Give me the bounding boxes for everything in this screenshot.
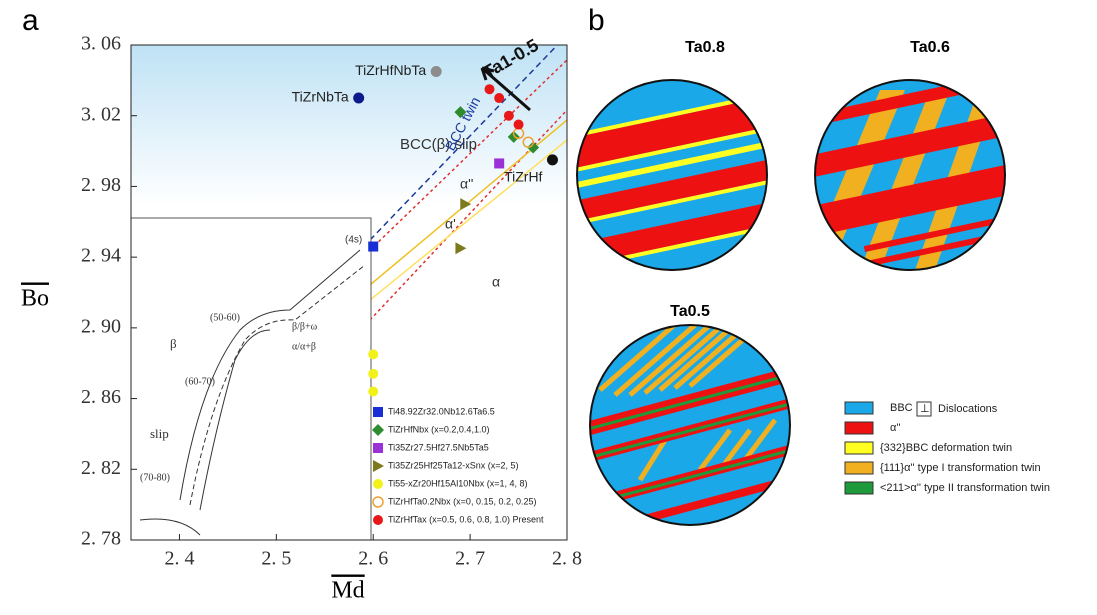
x-tick-label: 2. 4 — [164, 548, 194, 570]
y-tick-label: 2. 82 — [81, 457, 121, 479]
panel-label: a — [22, 4, 39, 37]
x-axis-label: Md — [331, 578, 364, 604]
y-tick-label: 2. 78 — [81, 528, 121, 550]
marker — [373, 497, 383, 507]
marker — [514, 120, 524, 130]
x-tick-label: 2. 7 — [455, 548, 485, 570]
marker — [373, 515, 383, 525]
annotation: (4s) — [345, 235, 362, 246]
y-tick-label: 3. 06 — [81, 33, 121, 55]
point — [431, 66, 442, 77]
legend-swatch — [845, 442, 873, 454]
schematic-title: Ta0.5 — [670, 303, 710, 320]
annotation: α — [492, 274, 500, 290]
x-tick-label: 2. 6 — [358, 548, 388, 570]
legend-label: {332}BBC deformation twin — [880, 442, 1012, 454]
legend-label: TiZrHfTax (x=0.5, 0.6, 0.8, 1.0) Present — [388, 514, 544, 524]
marker — [372, 424, 384, 436]
x-tick-label: 2. 5 — [261, 548, 291, 570]
schematic-ta08 — [550, 70, 813, 280]
point-label: TiZrHfNbTa — [355, 62, 426, 78]
legend-label: TiZrHfNbx (x=0.2,0.4,1.0) — [388, 424, 489, 434]
x-tick-label: 2. 8 — [552, 548, 582, 570]
marker — [373, 479, 383, 489]
marker — [368, 387, 378, 397]
legend-swatch — [845, 422, 873, 434]
schematic-ta06 — [786, 68, 1064, 280]
schematic-title: Ta0.8 — [685, 39, 725, 56]
marker — [494, 158, 504, 168]
legend-swatch — [845, 482, 873, 494]
inset-label: β/β+ω — [292, 321, 318, 332]
y-tick-label: 3. 02 — [81, 103, 121, 125]
point — [353, 93, 364, 104]
legend-symbol: ⊥ — [920, 403, 930, 415]
schematic-title: Ta0.6 — [910, 39, 950, 56]
point-label: TiZrNbTa — [292, 89, 349, 105]
marker — [373, 407, 383, 417]
inset-label: (70-80) — [140, 472, 170, 483]
legend-label: Ti55-xZr20Hf15Al10Nbx (x=1, 4, 8) — [388, 478, 527, 488]
panel-label: b — [588, 4, 605, 37]
marker — [368, 369, 378, 379]
point-label: TiZrHf — [504, 169, 542, 185]
legend-label: Ti35Zr25Hf25Ta12-xSnx (x=2, 5) — [388, 460, 518, 470]
legend-label: TiZrHfTa0.2Nbx (x=0, 0.15, 0.2, 0.25) — [388, 496, 536, 506]
annotation: BCC(β) slip — [400, 136, 477, 153]
marker — [368, 242, 378, 252]
marker — [494, 93, 504, 103]
legend-swatch — [845, 462, 873, 474]
legend-label: Ti35Zr27.5Hf27.5Nb5Ta5 — [388, 442, 489, 452]
inset — [131, 218, 371, 540]
y-tick-label: 2. 94 — [81, 245, 121, 267]
schematic-ta05 — [566, 316, 827, 536]
marker — [455, 242, 466, 254]
marker — [373, 443, 383, 453]
figure: a b β slip (50-60) (60-70) (70-80) β/β+ω α/α+β… — [0, 0, 1097, 610]
inset-label: slip — [150, 426, 169, 441]
y-axis-label: Bo — [21, 286, 49, 312]
y-tick-label: 2. 98 — [81, 174, 121, 196]
legend-label: BBC — [890, 402, 913, 414]
legend-label: Ti48.92Zr32.0Nb12.6Ta6.5 — [388, 406, 495, 416]
legend-label: Dislocations — [938, 403, 998, 415]
legend-swatch — [845, 402, 873, 414]
y-tick-label: 2. 86 — [81, 386, 121, 408]
marker — [368, 349, 378, 359]
inset-label: α/α+β — [292, 341, 316, 352]
annotation: α'' — [460, 176, 473, 192]
point — [547, 154, 558, 165]
marker — [373, 460, 384, 472]
inset-label: β — [170, 336, 177, 351]
inset-label: (50-60) — [210, 312, 240, 323]
y-tick-label: 2. 90 — [81, 315, 121, 337]
legend-label: α'' — [890, 422, 901, 434]
marker — [484, 84, 494, 94]
legend-label: {111}α'' type I transformation twin — [880, 462, 1041, 474]
inset-label: (60-70) — [185, 376, 215, 387]
annotation: α' — [445, 216, 456, 232]
legend-label: <211>α'' type II transformation twin — [880, 482, 1050, 494]
marker — [504, 111, 514, 121]
